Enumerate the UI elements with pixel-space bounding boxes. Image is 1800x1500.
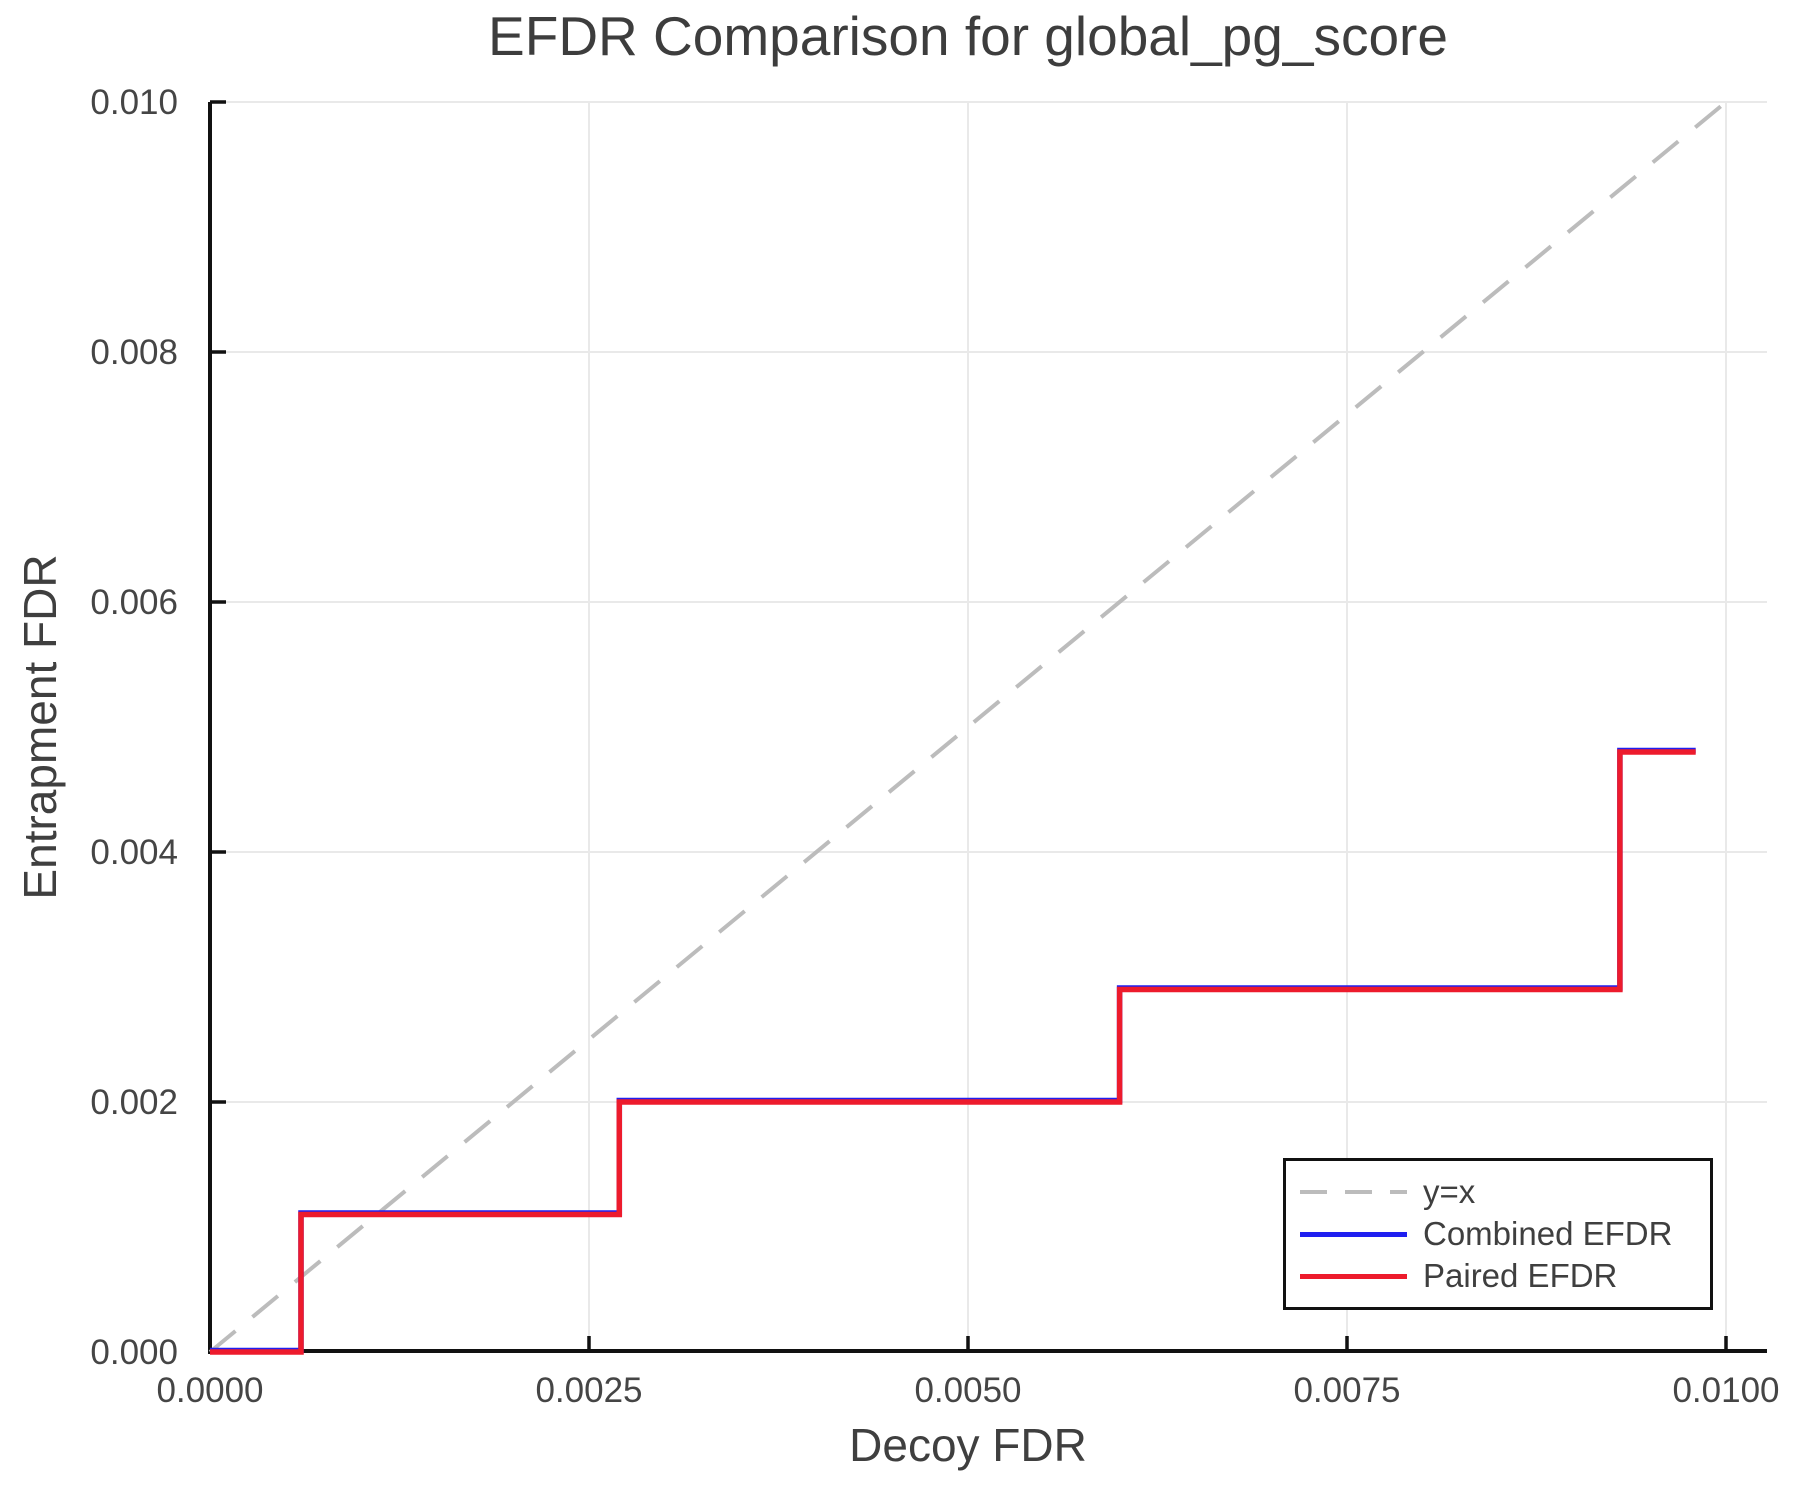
y-tick-label: 0.004 — [90, 833, 178, 872]
x-tick-label: 0.0075 — [1293, 1371, 1400, 1410]
legend: y=x Combined EFDR Paired EFDR — [1283, 1158, 1713, 1310]
blue-line-swatch-icon — [1300, 1231, 1407, 1237]
y-tick-label: 0.008 — [90, 333, 178, 372]
y-tick-label: 0.010 — [90, 83, 178, 122]
x-tick-label: 0.0025 — [535, 1371, 642, 1410]
legend-label: Paired EFDR — [1423, 1257, 1618, 1294]
x-axis-label: Decoy FDR — [849, 1419, 1087, 1471]
y-tick-label: 0.006 — [90, 583, 178, 622]
series-line-paired-efdr — [210, 749, 1696, 1355]
y-tick-label: 0.002 — [90, 1083, 178, 1122]
red-line-swatch-icon — [1300, 1273, 1407, 1279]
x-tick-label: 0.0000 — [156, 1371, 263, 1410]
y-tick-label: 0.000 — [90, 1333, 178, 1372]
legend-label: Combined EFDR — [1423, 1215, 1673, 1252]
x-tick-label: 0.0050 — [914, 1371, 1021, 1410]
legend-item-combined-efdr: Combined EFDR — [1300, 1215, 1710, 1253]
legend-label: y=x — [1423, 1173, 1476, 1210]
legend-item-y-equals-x: y=x — [1300, 1173, 1710, 1211]
x-tick-label: 0.0100 — [1672, 1371, 1779, 1410]
chart-title: EFDR Comparison for global_pg_score — [488, 5, 1448, 67]
legend-item-paired-efdr: Paired EFDR — [1300, 1257, 1710, 1295]
dashed-line-swatch-icon — [1300, 1190, 1407, 1194]
